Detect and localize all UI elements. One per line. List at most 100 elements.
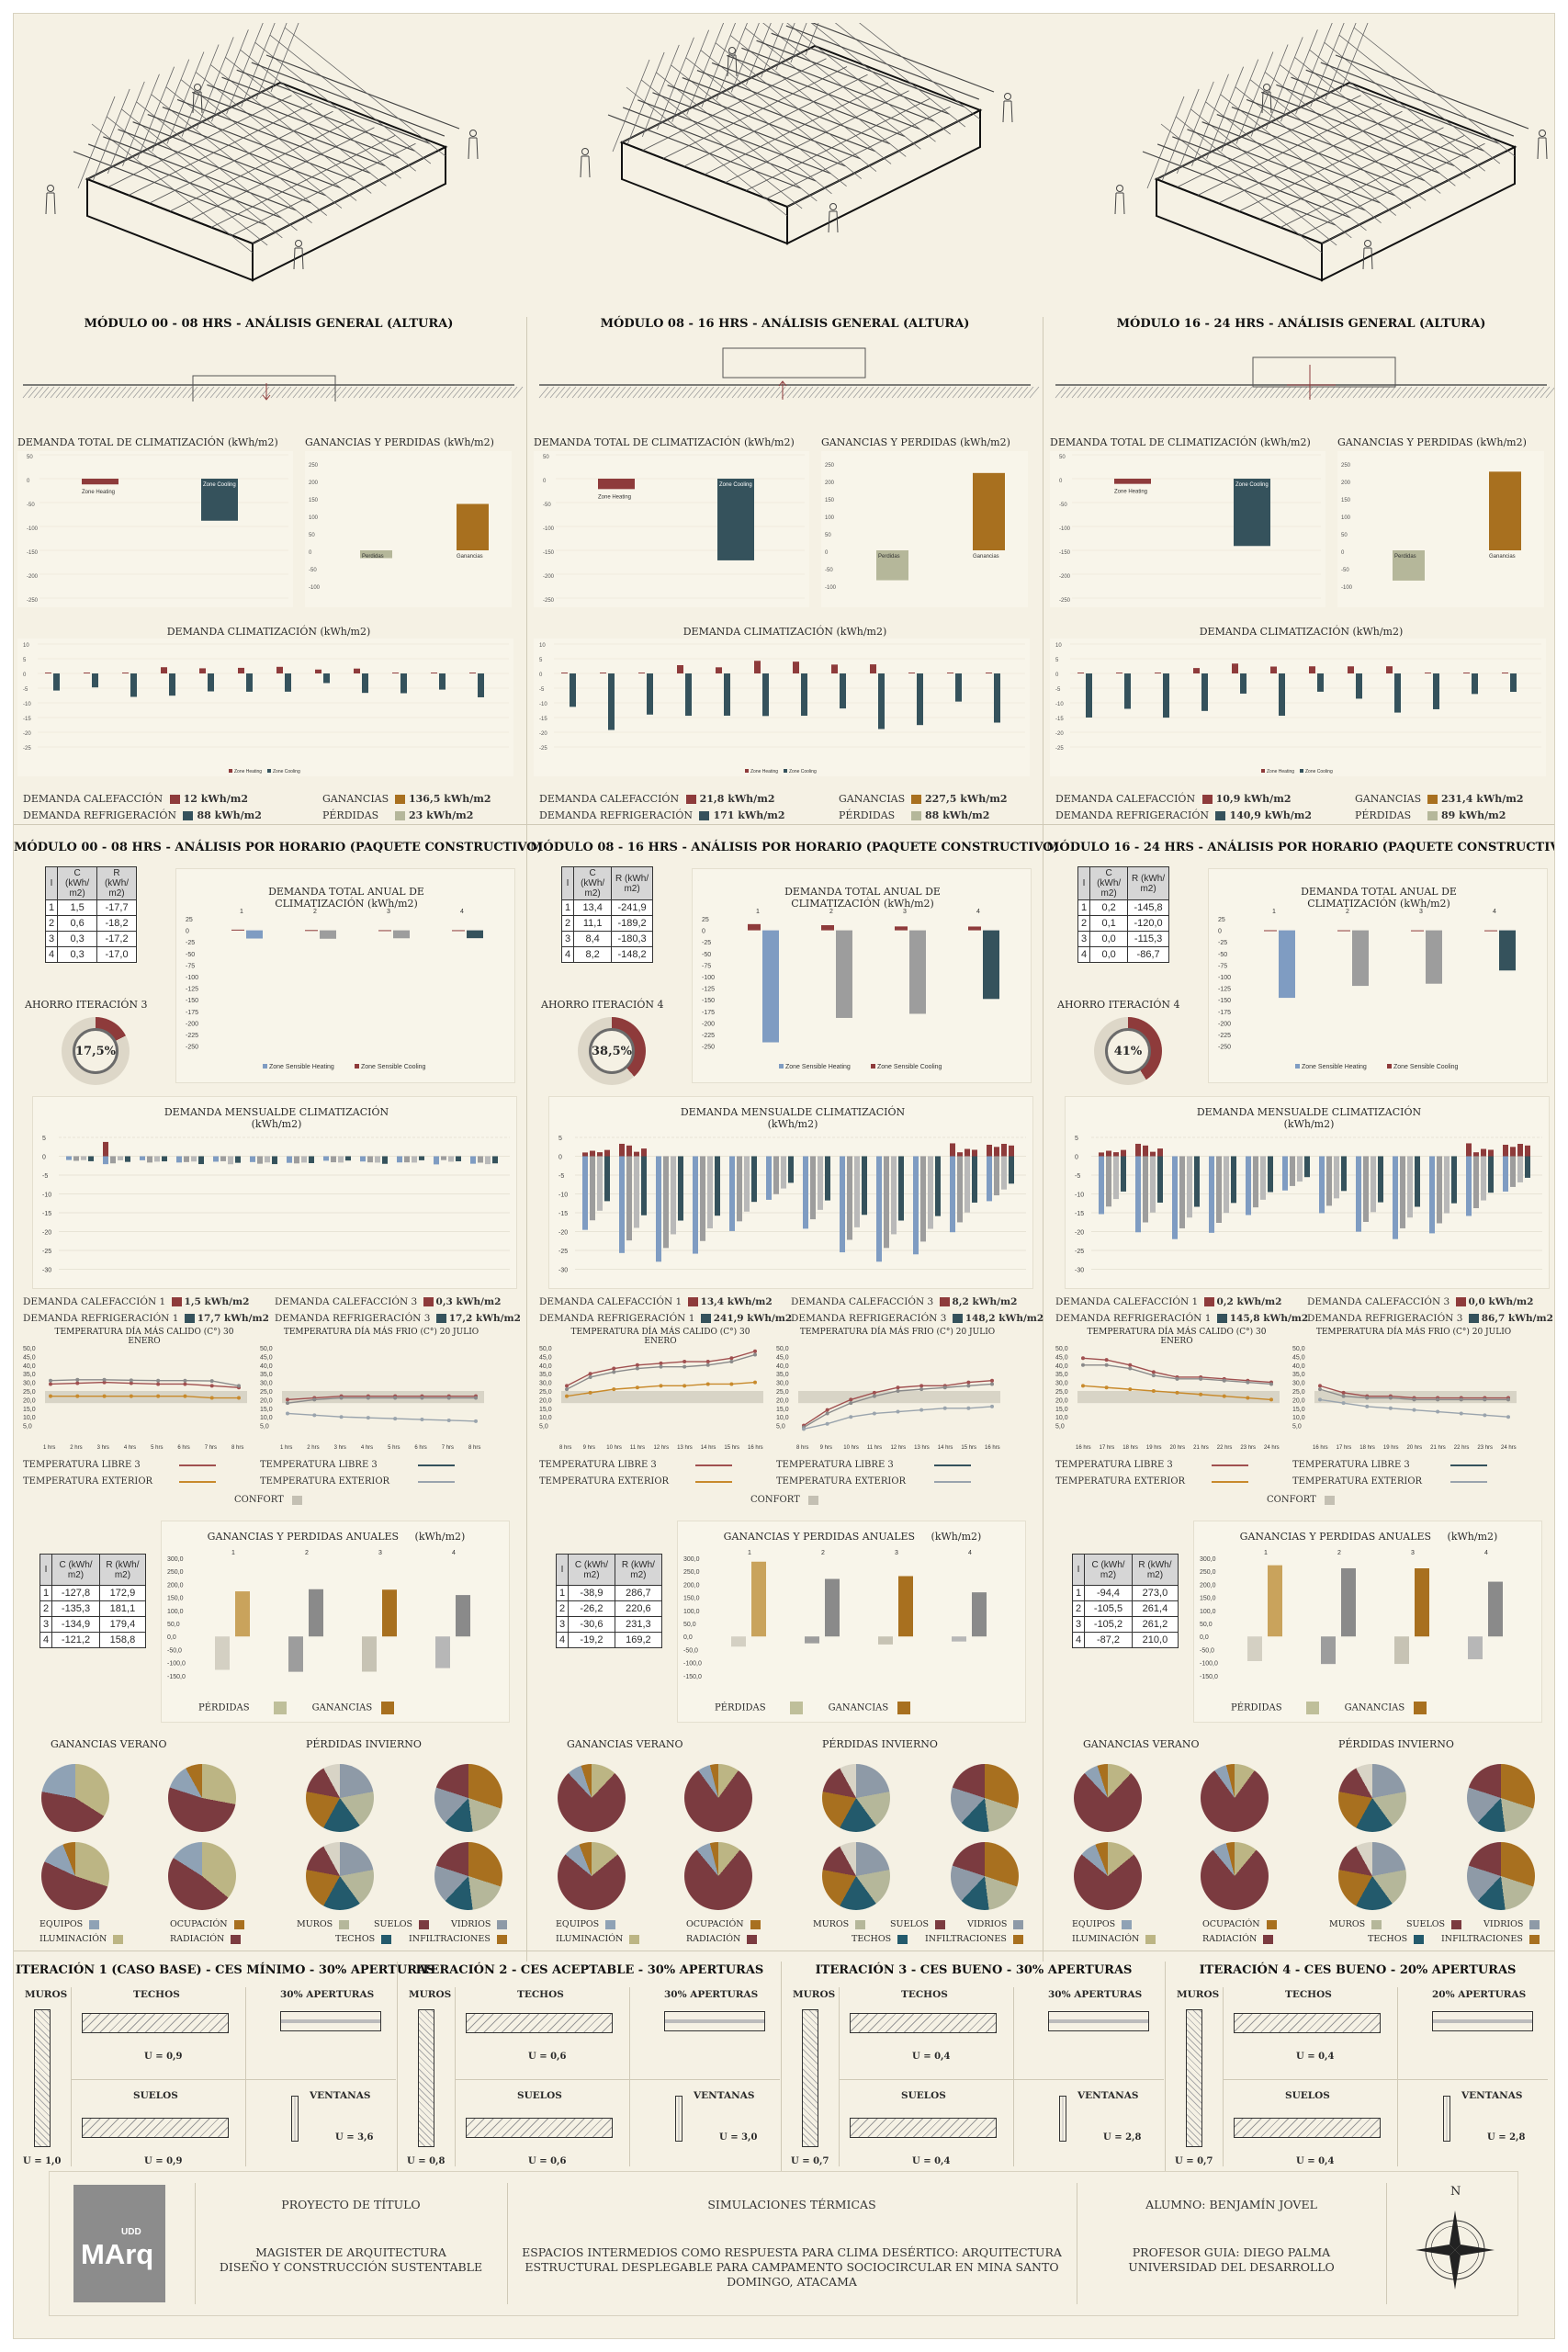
table-cell: -127,8 [51, 1585, 100, 1601]
svg-text:150: 150 [825, 498, 835, 503]
monthly-heating-bar [1481, 1148, 1486, 1157]
techos-label: TECHOS [1285, 1989, 1332, 2000]
zone-heating-bar [82, 479, 118, 485]
module-horario-title: MÓDULO 16 - 24 HRS - ANÁLISIS POR HORARI… [1046, 841, 1555, 854]
svg-text:15,0: 15,0 [776, 1407, 789, 1413]
svg-text:19 hrs: 19 hrs [1383, 1445, 1399, 1451]
table-cell: 231,3 [614, 1616, 663, 1633]
svg-text:-250: -250 [27, 598, 39, 604]
svg-text:-250: -250 [186, 1045, 198, 1051]
alumno-label: ALUMNO: BENJAMÍN JOVEL [1145, 2198, 1317, 2211]
ganancias-label: GANANCIAS [1355, 793, 1422, 805]
svg-text:22 hrs: 22 hrs [1454, 1445, 1470, 1451]
cooling-bar [1433, 673, 1439, 709]
svg-text:5 hrs: 5 hrs [388, 1445, 400, 1451]
table-cell: 0,3 [57, 946, 98, 963]
svg-text:4: 4 [968, 1550, 972, 1556]
cooling-bar [1163, 673, 1169, 718]
calefaccion-3: DEMANDA CALEFACCIÓN 3 0,3 kWh/m2 [275, 1296, 501, 1307]
cooling-bar [608, 673, 615, 730]
monthly-heating-bar [619, 1143, 625, 1157]
cooling-bar [801, 673, 807, 717]
svg-text:5: 5 [42, 1136, 46, 1142]
monthly-cooling-bar [751, 1156, 757, 1203]
compass-rose-icon: N [1409, 2185, 1501, 2302]
svg-text:250,0: 250,0 [683, 1569, 700, 1576]
pie-legend-swatch [1529, 1919, 1540, 1929]
refrigeracion-3-swatch [1468, 1314, 1479, 1323]
svg-text:50,0: 50,0 [1055, 1346, 1068, 1352]
cooling-bar [362, 673, 368, 694]
monthly-heating-bar [994, 1147, 999, 1157]
ganancias-verano-title: GANANCIAS VERANO [567, 1738, 683, 1750]
monthly-cooling-bar [257, 1156, 263, 1164]
table-cell: -241,9 [611, 899, 653, 916]
svg-text:-50: -50 [1341, 568, 1349, 573]
refrigeracion-1-label: DEMANDA REFRIGERACIÓN 1 [23, 1313, 179, 1324]
svg-text:16 hrs: 16 hrs [985, 1445, 1000, 1451]
monthly-cooling-bar [656, 1156, 661, 1262]
confort-label: CONFORT [1267, 1495, 1316, 1505]
svg-text:0: 0 [702, 929, 705, 935]
divider [245, 1987, 246, 2166]
svg-text:30,0: 30,0 [23, 1381, 36, 1387]
svg-text:-50: -50 [702, 952, 711, 958]
ahorro-ring: 38,5% [578, 1017, 646, 1085]
svg-text:13 hrs: 13 hrs [914, 1445, 930, 1451]
pie-legend-vidrios: VIDRIOS [451, 1919, 508, 1929]
svg-text:-10: -10 [23, 702, 31, 707]
table-cell: -30,6 [568, 1616, 615, 1633]
roof-section-drawing [1234, 2013, 1381, 2033]
window-plan-drawing [1048, 2011, 1149, 2031]
monthly-cooling-bar [1444, 1156, 1450, 1214]
pie-legend-label: ILUMINACIÓN [556, 1934, 624, 1944]
pie-perdidas-invierno [1467, 1764, 1535, 1832]
legend-perdidas-label: PÉRDIDAS [198, 1702, 250, 1713]
demanda-refrigeracion-value: 140,9 kWh/m2 [1229, 809, 1313, 821]
heating-bar [1386, 666, 1393, 673]
pie-legend-swatch [1371, 1919, 1382, 1929]
module-column: MÓDULO 08 - 16 HRS - ANÁLISIS GENERAL (A… [530, 14, 1059, 1951]
annual-heating-bar [968, 926, 981, 931]
refrigeracion-1: DEMANDA REFRIGERACIÓN 1 241,9 kWh/m2 [539, 1313, 792, 1324]
svg-text:Zone Sensible Heating: Zone Sensible Heating [1302, 1064, 1367, 1070]
svg-text:Zone Cooling: Zone Cooling [719, 482, 752, 488]
monthly-heating-bar [1488, 1149, 1494, 1157]
col-r-header: R (kWh/ m2) [611, 866, 653, 900]
svg-text:-20: -20 [23, 731, 31, 737]
zone-cooling-bar [201, 479, 238, 521]
pie-legend-suelos: SUELOS [890, 1919, 946, 1929]
monthly-cooling-bar [367, 1156, 373, 1163]
pie-perdidas-invierno [951, 1764, 1019, 1832]
confort-swatch [291, 1495, 302, 1505]
monthly-cooling-bar [441, 1156, 446, 1160]
refrigeracion-3-swatch [952, 1314, 963, 1323]
svg-text:Perdidas: Perdidas [878, 554, 900, 560]
annual-gain-bar [1268, 1565, 1282, 1637]
ganancias-label: GANANCIAS [322, 793, 389, 805]
monthly-cooling-bar [854, 1156, 860, 1227]
monthly-cooling-bar [309, 1156, 314, 1163]
pie-perdidas-invierno [1338, 1764, 1406, 1832]
monthly-cooling-bar [1172, 1156, 1178, 1239]
monthly-cooling-bar [1304, 1156, 1310, 1178]
pie-legend-swatch [89, 1919, 100, 1929]
monthly-heating-bar [641, 1148, 647, 1157]
svg-text:5,0: 5,0 [776, 1424, 785, 1430]
pie-legend-muros: MUROS [297, 1919, 350, 1929]
pie-legend-label: INFILTRACIONES [925, 1934, 1007, 1944]
svg-text:50,0: 50,0 [1200, 1622, 1213, 1628]
temperature-cold-chart: 50,0 45,0 40,0 35,0 30,0 25,020,0 15,0 10,0 5,0 1… [1292, 1346, 1517, 1451]
demanda-mensual-chart: 5 0 -5 -10 -15 -20 -25 -30 [1075, 1136, 1542, 1274]
monthly-heating-bar [1009, 1145, 1014, 1157]
monthly-cooling-bar [1231, 1156, 1236, 1204]
window-section-drawing [1059, 2096, 1066, 2142]
monthly-cooling-bar [323, 1156, 329, 1161]
svg-text:-50: -50 [309, 568, 317, 573]
monthly-cooling-bar [1334, 1156, 1339, 1199]
svg-text:-200: -200 [1218, 1021, 1231, 1027]
refrigeracion-1-swatch [184, 1314, 195, 1323]
table-cell: 172,9 [98, 1585, 147, 1601]
refrigeracion-3-value: 86,7 kWh/m2 [1481, 1313, 1553, 1324]
refrigeracion-1-value: 145,8 kWh/m2 [1229, 1313, 1309, 1324]
